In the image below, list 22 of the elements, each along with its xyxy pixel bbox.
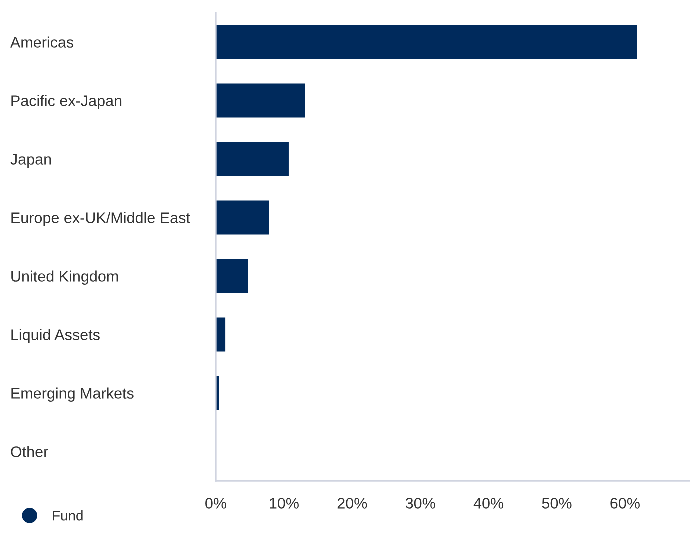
bar xyxy=(216,25,638,60)
y-tick-label: Liquid Assets xyxy=(12,329,100,344)
y-tick-label: United Kingdom xyxy=(12,270,118,285)
x-tick-label: 20% xyxy=(338,498,368,509)
x-tick-label: 40% xyxy=(474,498,504,509)
y-tick-label: Other xyxy=(11,446,48,458)
y-tick-label: Emerging Markets xyxy=(12,388,134,402)
bar xyxy=(216,84,306,118)
y-tick-label: Europe ex-UK/Middle East xyxy=(12,212,190,226)
bar xyxy=(216,200,270,235)
bar xyxy=(216,142,289,176)
y-tick-label: Japan xyxy=(10,154,52,168)
x-tick-label: 10% xyxy=(270,498,299,509)
bar xyxy=(216,259,248,294)
bar xyxy=(216,318,226,352)
x-tick-label: 60% xyxy=(610,498,640,509)
x-tick-label: 0% xyxy=(206,498,226,509)
y-tick-label: Americas xyxy=(10,36,74,48)
x-tick-label: 30% xyxy=(406,498,436,509)
y-tick-label: Pacific ex-Japan xyxy=(12,95,122,110)
x-tick-label: 50% xyxy=(542,498,572,509)
legend-label: Fund xyxy=(53,510,83,521)
